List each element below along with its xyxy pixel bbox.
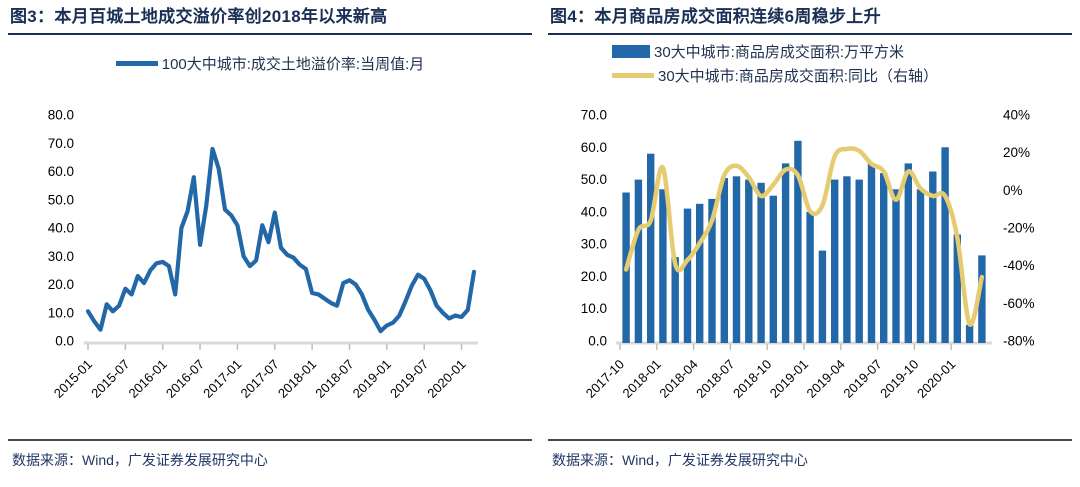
svg-text:2016-07: 2016-07 — [163, 357, 207, 401]
svg-text:50.0: 50.0 — [581, 172, 607, 187]
svg-text:30.0: 30.0 — [48, 249, 74, 264]
svg-text:50.0: 50.0 — [48, 192, 74, 207]
svg-text:2019-07: 2019-07 — [840, 357, 884, 401]
svg-text:2016-01: 2016-01 — [125, 357, 169, 401]
figure3-line-chart: 80.0 70.0 60.0 50.0 40.0 30.0 20.0 10.0 0.0 2015-… — [48, 108, 478, 401]
svg-text:-80%: -80% — [1003, 334, 1035, 349]
svg-text:2018-07: 2018-07 — [312, 357, 356, 401]
svg-text:2018-01: 2018-01 — [275, 357, 319, 401]
svg-text:2017-07: 2017-07 — [238, 357, 282, 401]
svg-text:20%: 20% — [1003, 145, 1030, 160]
svg-text:60.0: 60.0 — [48, 164, 74, 179]
svg-text:20.0: 20.0 — [581, 269, 607, 284]
svg-text:70.0: 70.0 — [581, 108, 607, 123]
figure4-legend-row-line: 30大中城市:商品房成交面积:同比（右轴） — [612, 63, 1072, 87]
figure3-legend-label: 100大中城市:成交土地溢价率:当周值:月 — [161, 55, 425, 73]
svg-text:2020-01: 2020-01 — [914, 357, 958, 401]
svg-text:20.0: 20.0 — [48, 277, 74, 292]
svg-text:70.0: 70.0 — [48, 136, 74, 151]
svg-text:2019-04: 2019-04 — [804, 357, 848, 401]
svg-text:2019-07: 2019-07 — [387, 357, 431, 401]
figure4-title: 图4：本月商品房成交面积连续6周稳步上升 — [548, 6, 1072, 35]
svg-text:2019-01: 2019-01 — [350, 357, 394, 401]
svg-text:2018-01: 2018-01 — [620, 357, 664, 401]
svg-text:10.0: 10.0 — [581, 301, 607, 316]
svg-text:-60%: -60% — [1003, 296, 1035, 311]
figure4-legend-label-bar: 30大中城市:商品房成交面积:万平方米 — [654, 43, 905, 61]
figure4-combo-chart: 70.0 60.0 50.0 40.0 30.0 20.0 10.0 0.0 40% 20% 0% -… — [581, 108, 1035, 401]
figure4-legend: 30大中城市:商品房成交面积:万平方米 30大中城市:商品房成交面积:同比（右轴… — [548, 35, 1072, 91]
svg-text:40.0: 40.0 — [581, 204, 607, 219]
svg-text:2018-07: 2018-07 — [693, 357, 737, 401]
figure4-panel: 图4：本月商品房成交面积连续6周稳步上升 30大中城市:商品房成交面积:万平方米… — [548, 0, 1072, 470]
figure4-source: 数据来源：Wind，广发证券发展研究中心 — [552, 452, 808, 468]
svg-text:2015-07: 2015-07 — [88, 357, 132, 401]
figure3-divider — [8, 439, 532, 441]
svg-text:10.0: 10.0 — [48, 305, 74, 320]
svg-text:-40%: -40% — [1003, 258, 1035, 273]
svg-text:2017-01: 2017-01 — [200, 357, 244, 401]
svg-text:2019-01: 2019-01 — [767, 357, 811, 401]
figure3-title: 图3：本月百城土地成交溢价率创2018年以来新高 — [8, 6, 532, 35]
figure4-legend-row-bar: 30大中城市:商品房成交面积:万平方米 — [612, 39, 1072, 63]
bar-series-swatch-icon — [612, 44, 650, 58]
svg-text:2015-01: 2015-01 — [51, 357, 95, 401]
figure3-panel: 图3：本月百城土地成交溢价率创2018年以来新高 100大中城市:成交土地溢价率… — [8, 0, 532, 470]
svg-text:0.0: 0.0 — [588, 334, 607, 349]
line-series-swatch-icon — [612, 72, 654, 78]
figure3-legend: 100大中城市:成交土地溢价率:当周值:月 — [8, 35, 532, 91]
svg-text:2018-10: 2018-10 — [730, 357, 774, 401]
svg-text:2017-10: 2017-10 — [583, 357, 627, 401]
svg-text:2019-10: 2019-10 — [877, 357, 921, 401]
svg-text:2020-01: 2020-01 — [424, 357, 468, 401]
svg-text:40.0: 40.0 — [48, 221, 74, 236]
svg-text:30.0: 30.0 — [581, 237, 607, 252]
line-series-swatch-icon — [115, 60, 158, 66]
svg-text:2018-04: 2018-04 — [656, 357, 700, 401]
svg-text:0.0: 0.0 — [55, 334, 74, 349]
figure3-legend-row: 100大中城市:成交土地溢价率:当周值:月 — [8, 51, 532, 75]
figure4-legend-label-line: 30大中城市:商品房成交面积:同比（右轴） — [658, 67, 939, 85]
figure4-divider — [548, 439, 1072, 441]
svg-text:60.0: 60.0 — [581, 140, 607, 155]
svg-text:80.0: 80.0 — [48, 108, 74, 123]
svg-text:-20%: -20% — [1003, 221, 1035, 236]
svg-text:0%: 0% — [1003, 183, 1023, 198]
figure3-source: 数据来源：Wind，广发证券发展研究中心 — [12, 452, 268, 468]
svg-text:40%: 40% — [1003, 108, 1030, 123]
